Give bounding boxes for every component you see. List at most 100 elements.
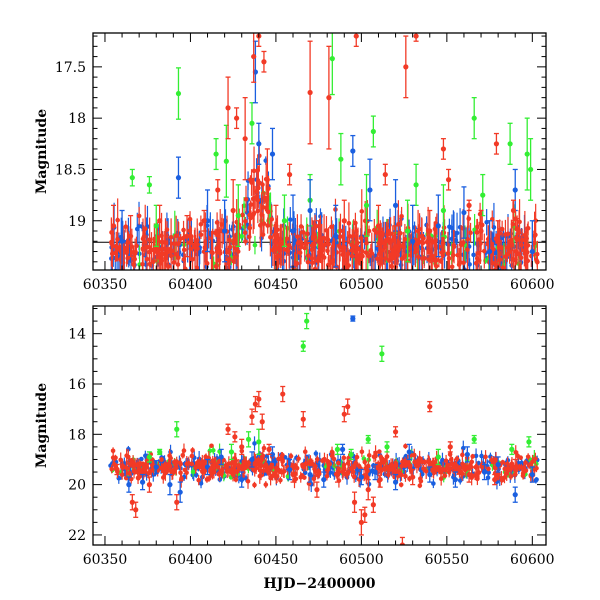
red-data-point (307, 89, 313, 96)
green-data-point (471, 436, 477, 442)
red-data-point (230, 207, 236, 214)
blue-data-point (269, 151, 276, 157)
green-data-point (404, 228, 411, 234)
red-data-point (427, 404, 433, 410)
green-data-point (348, 451, 354, 458)
green-data-point (245, 436, 252, 442)
blue-data-point (333, 233, 339, 239)
y-tick-label: 18 (68, 427, 86, 443)
x-tick-label: 60600 (510, 277, 555, 293)
red-data-point (225, 426, 231, 432)
red-data-point (493, 141, 500, 147)
green-data-point (235, 213, 241, 219)
red-data-point (233, 115, 240, 121)
blue-data-point (392, 479, 399, 485)
red-data-point (478, 228, 484, 234)
red-data-point (232, 434, 238, 440)
red-data-point (128, 233, 134, 239)
plot-frame (92, 305, 547, 546)
red-data-point (427, 228, 433, 234)
red-data-point (286, 171, 293, 178)
red-data-point (375, 223, 382, 229)
green-data-point (379, 351, 385, 357)
red-data-point (251, 53, 257, 60)
blue-data-point (435, 223, 441, 229)
red-data-point (392, 243, 399, 250)
red-data-point (362, 512, 368, 518)
blue-data-point (486, 248, 493, 255)
top-panel: 60350 60400 60450 60500 60550 60600 17.5 18 18.5… (34, 32, 555, 293)
red-data-point (353, 33, 359, 39)
red-data-point (225, 105, 231, 111)
green-data-point (334, 446, 341, 452)
x-tick-label: 60350 (83, 277, 128, 293)
blue-data-point (307, 471, 313, 478)
blue-data-point (529, 248, 535, 255)
red-data-point (215, 187, 221, 193)
red-data-point (273, 223, 279, 229)
green-data-point (213, 151, 219, 157)
blue-data-point (153, 464, 159, 470)
green-data-point (146, 454, 153, 460)
red-data-point (410, 474, 416, 480)
blue-data-point (256, 141, 262, 147)
red-data-point (242, 136, 248, 142)
blue-data-point (218, 454, 224, 460)
green-data-point (281, 218, 288, 224)
blue-data-point (239, 476, 245, 483)
blue-data-point (410, 238, 416, 244)
red-data-point (495, 238, 501, 244)
green-data-point (304, 318, 310, 324)
blue-data-point (307, 207, 313, 214)
x-axis-label: HJD−2400000 (264, 576, 376, 592)
red-data-point (174, 499, 180, 505)
red-data-point (345, 404, 351, 410)
green-data-point (223, 158, 229, 164)
y-tick-label: 20 (68, 478, 86, 494)
x-tick-label: 60550 (425, 552, 470, 568)
red-data-point (252, 401, 258, 407)
green-data-point (471, 115, 477, 121)
plot-area (108, 312, 540, 545)
blue-data-point (350, 148, 356, 154)
green-data-point (153, 223, 159, 229)
red-data-point (370, 502, 376, 508)
blue-data-point (290, 228, 296, 234)
y-tick-label: 17.5 (55, 60, 86, 76)
blue-data-point (177, 489, 183, 495)
red-data-point (239, 444, 245, 450)
green-data-point (300, 343, 306, 349)
x-tick-label: 60400 (168, 277, 213, 293)
green-data-point (157, 449, 163, 455)
blue-data-point (512, 187, 518, 193)
red-data-point (266, 446, 272, 452)
red-data-point (382, 171, 388, 178)
green-data-point (528, 166, 534, 173)
green-data-point (509, 446, 515, 452)
blue-data-point (167, 482, 173, 488)
red-data-point (447, 444, 453, 450)
green-data-point (338, 156, 344, 162)
blue-data-point (372, 469, 378, 475)
red-data-point (334, 471, 341, 478)
red-data-point (341, 411, 347, 417)
red-data-point (129, 499, 135, 505)
red-data-point (261, 59, 267, 65)
red-data-point (466, 471, 472, 478)
red-data-point (445, 177, 452, 183)
red-data-point (365, 487, 371, 493)
green-data-point (146, 182, 153, 188)
green-data-point (363, 202, 370, 208)
blue-data-point (461, 209, 467, 216)
red-data-point (201, 218, 207, 224)
red-data-point (157, 218, 163, 224)
red-data-point (377, 476, 383, 483)
x-tick-label: 60350 (83, 552, 128, 568)
green-data-point (249, 120, 255, 126)
y-tick-label: 14 (68, 327, 86, 343)
red-data-point (351, 499, 358, 505)
blue-data-point (222, 228, 228, 234)
x-tick-label: 60500 (339, 552, 384, 568)
data-points (110, 33, 535, 270)
